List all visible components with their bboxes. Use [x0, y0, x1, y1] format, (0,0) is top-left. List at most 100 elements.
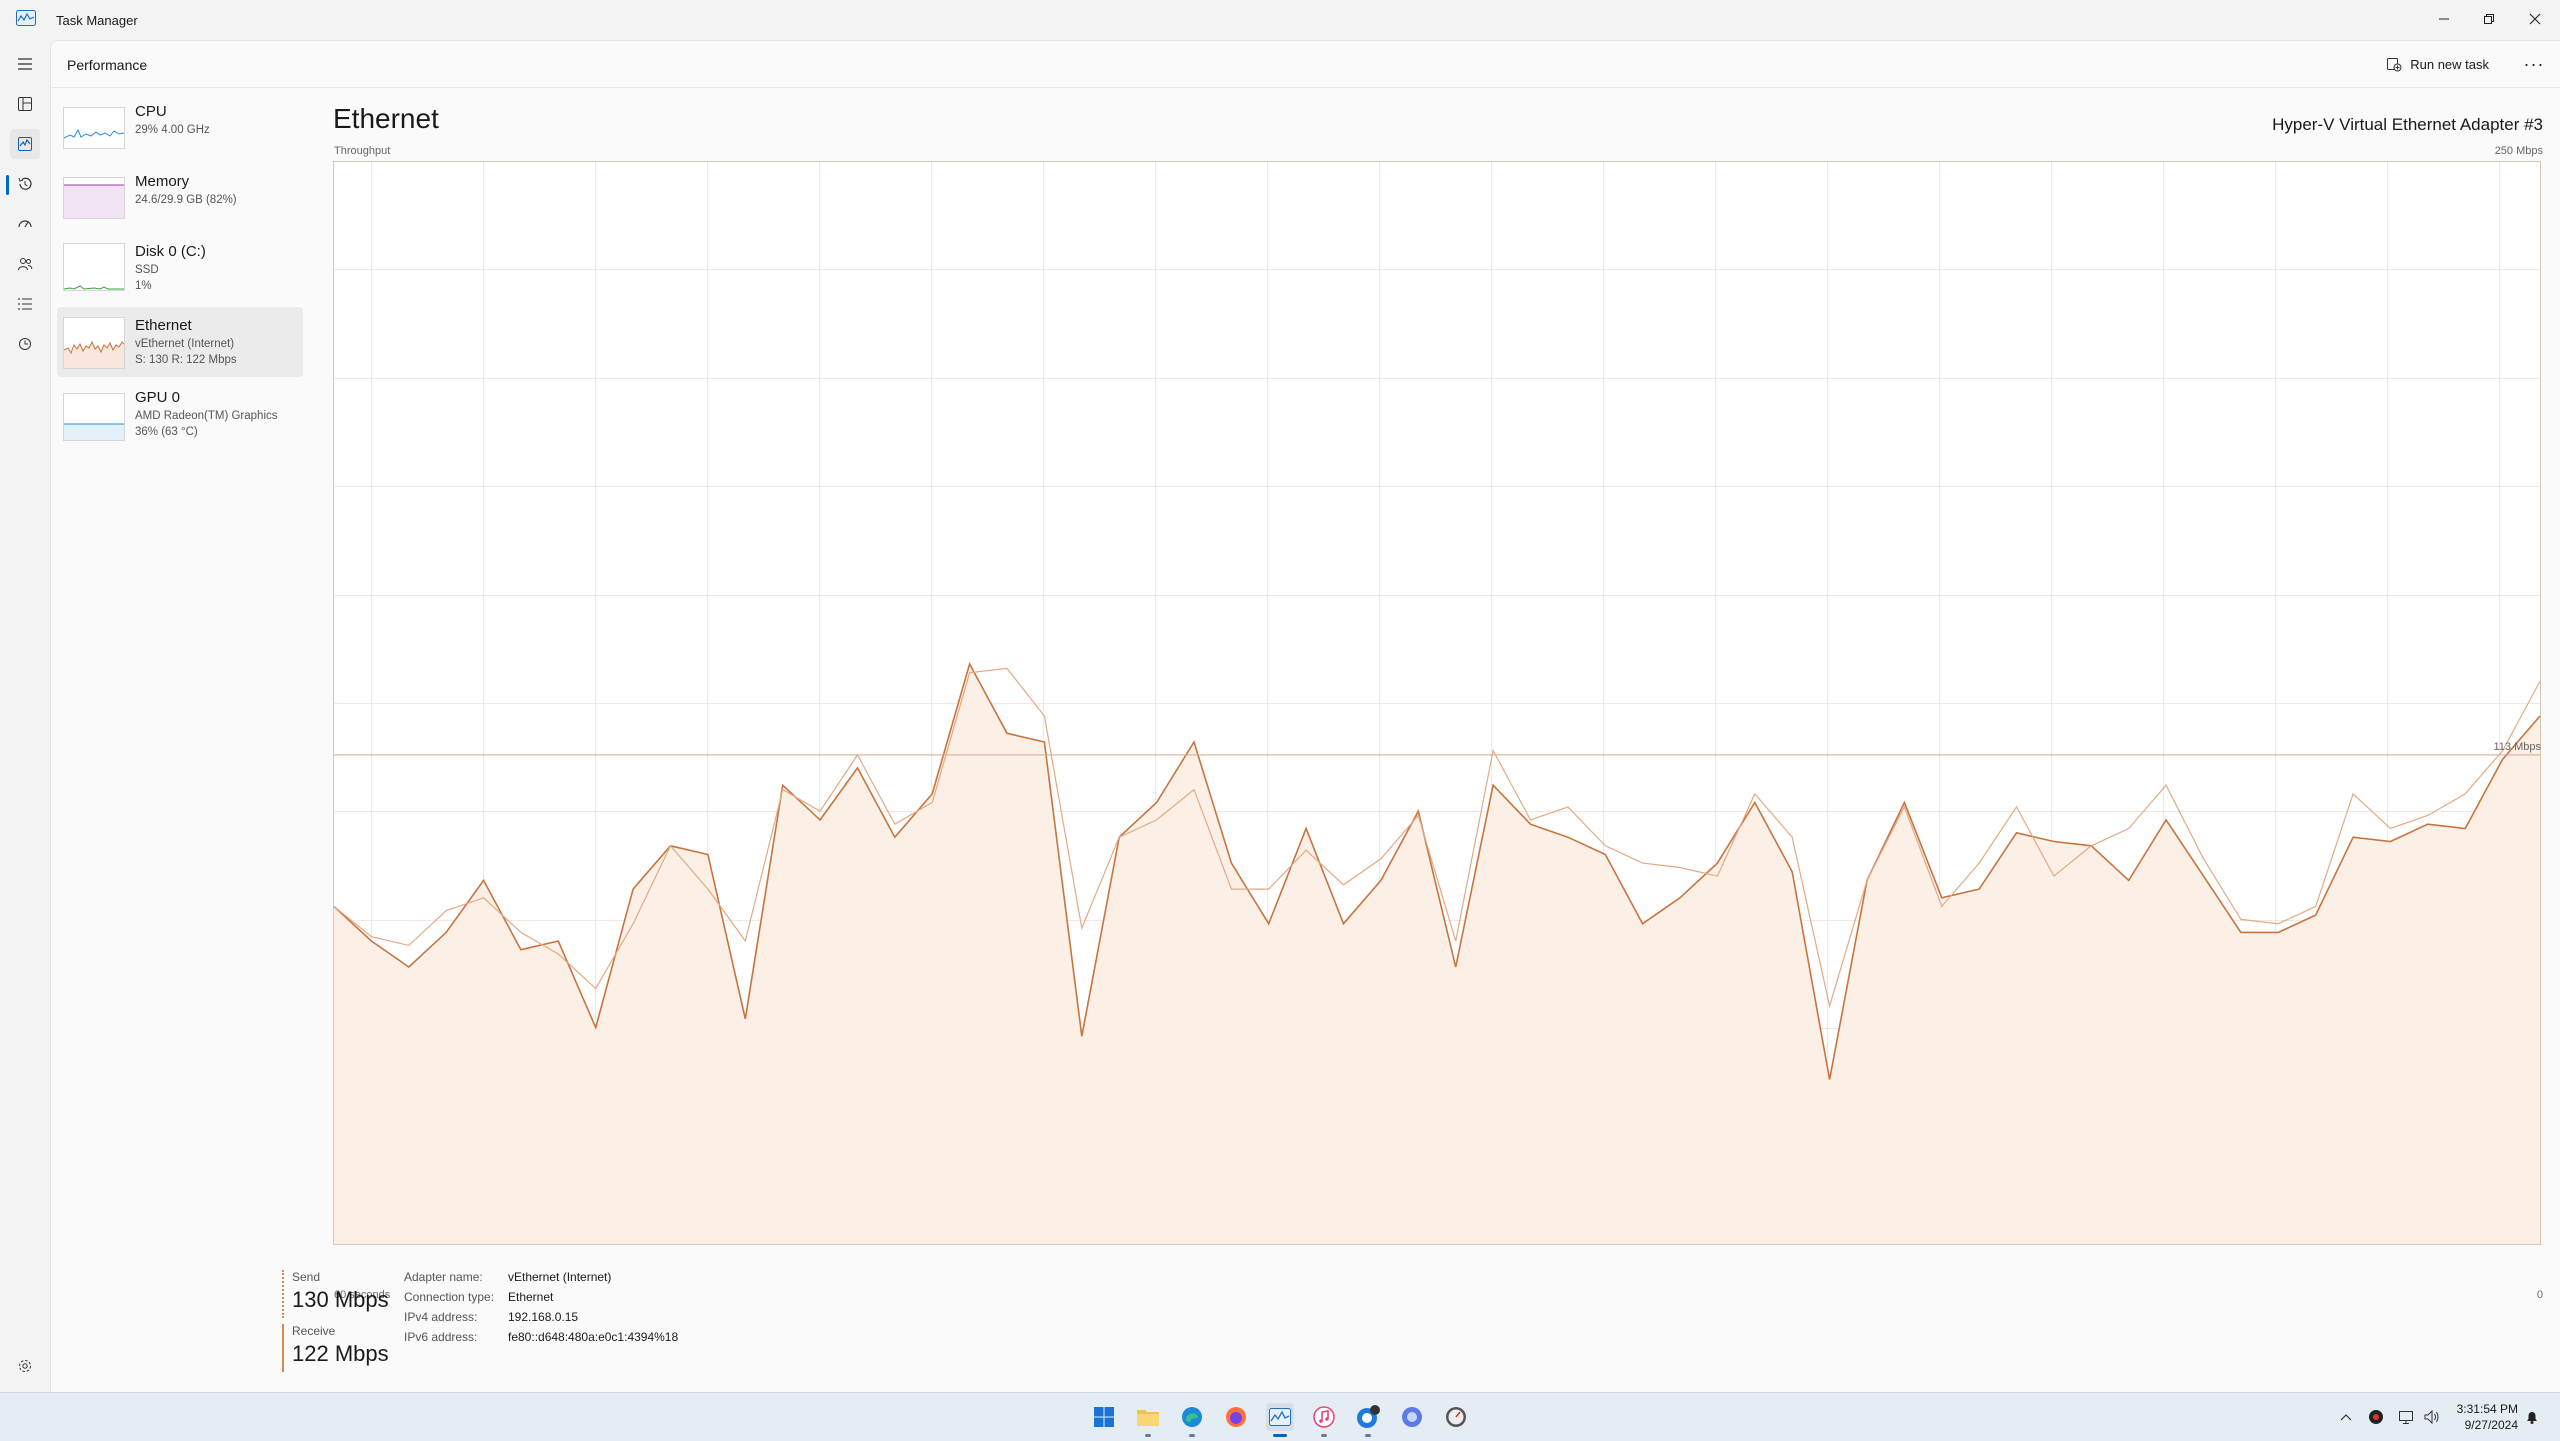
property-key: IPv4 address:: [404, 1310, 478, 1324]
chart-zero-label: 0: [2536, 1289, 2543, 1301]
property-value: Ethernet: [508, 1290, 554, 1304]
taskbar-clock[interactable]: 3:31:54 PM 9/27/2024: [2457, 1401, 2518, 1433]
more-options-button[interactable]: ···: [2517, 49, 2551, 79]
tray-app-icon: [2369, 1410, 2383, 1424]
resource-list: CPU 29% 4.00 GHz Memory 24.6/29.9 GB (82…: [51, 97, 307, 453]
nav-services[interactable]: [10, 329, 40, 359]
volume-button[interactable]: [2422, 1407, 2442, 1427]
reference-line-label: 113 Mbps: [2493, 740, 2542, 753]
navigation-rail: [0, 40, 50, 1392]
details-list-icon: [18, 298, 32, 310]
more-options-icon: ···: [2523, 53, 2545, 74]
resource-usage: 1%: [135, 280, 152, 292]
resource-detail: vEthernet (Internet): [135, 338, 235, 350]
taskbar-browser[interactable]: [1398, 1403, 1426, 1431]
title-bar: Task Manager: [0, 0, 2560, 40]
tray-app-button[interactable]: [2366, 1407, 2386, 1427]
page-header: Performance Run new task ···: [51, 41, 2560, 88]
notifications-button[interactable]: [2522, 1407, 2542, 1427]
resource-ethernet[interactable]: Ethernet vEthernet (Internet) S: 130 R: …: [57, 307, 303, 377]
run-new-task-button[interactable]: Run new task: [2378, 49, 2497, 79]
series-line: [333, 661, 2541, 1080]
send-label: Send: [292, 1270, 321, 1284]
restore-button[interactable]: [2469, 4, 2509, 34]
series-line: [333, 667, 2541, 1009]
memory-thumbnail-graph: [63, 177, 125, 219]
chart-time-label: 60 seconds: [334, 1289, 391, 1301]
nav-startup-apps[interactable]: [10, 209, 40, 239]
taskbar-chat-app[interactable]: [1354, 1403, 1382, 1437]
property-row: IPv6 address: fe80::d648:480a:e0c1:4394%1…: [404, 1330, 678, 1350]
resource-memory[interactable]: Memory 24.6/29.9 GB (82%): [57, 167, 303, 231]
taskbar-firefox[interactable]: [1222, 1403, 1250, 1431]
nav-performance[interactable]: [10, 129, 40, 159]
close-icon: [2529, 13, 2541, 25]
resource-name: GPU 0: [135, 389, 181, 406]
chevron-up-icon: [2340, 1414, 2352, 1421]
adapter-name: Hyper-V Virtual Ethernet Adapter #3: [2272, 115, 2543, 134]
running-indicator: [1145, 1434, 1151, 1437]
chart-max-label: 250 Mbps: [2494, 145, 2543, 157]
network-button[interactable]: [2396, 1407, 2416, 1427]
active-nav-indicator: [6, 175, 9, 195]
task-manager-icon: [1269, 1408, 1291, 1426]
firefox-icon: [1226, 1407, 1246, 1427]
chart-caption: Throughput: [334, 145, 391, 157]
nav-settings[interactable]: [10, 1351, 40, 1381]
run-new-task-label: Run new task: [2410, 56, 2489, 72]
nav-processes[interactable]: [10, 89, 40, 119]
startup-speedometer-icon: [18, 220, 32, 228]
resource-name: Memory: [135, 173, 190, 190]
users-icon: [18, 258, 33, 271]
clock-app-icon: [1446, 1407, 1466, 1427]
clock-date: 9/27/2024: [2464, 1418, 2518, 1432]
property-value: fe80::d648:480a:e0c1:4394%18: [508, 1330, 679, 1344]
show-hidden-icons-button[interactable]: [2336, 1407, 2356, 1427]
bell-icon: [2527, 1412, 2537, 1424]
minimize-button[interactable]: [2424, 4, 2464, 34]
resource-detail: 29% 4.00 GHz: [135, 124, 210, 136]
resource-name: CPU: [135, 103, 167, 120]
throughput-chart: [333, 161, 2541, 1245]
property-key: IPv6 address:: [404, 1330, 478, 1344]
hamburger-menu-button[interactable]: [10, 49, 40, 79]
run-task-icon: [2387, 58, 2402, 72]
task-manager-icon: [16, 10, 36, 26]
browser-icon: [1402, 1407, 1422, 1427]
resource-cpu[interactable]: CPU 29% 4.00 GHz: [57, 97, 303, 161]
running-indicator: [1321, 1434, 1327, 1437]
hamburger-icon: [18, 58, 32, 70]
resource-title: Ethernet: [333, 103, 439, 134]
gpu-sparkline: [64, 423, 124, 440]
taskbar-file-explorer[interactable]: [1134, 1403, 1162, 1437]
resource-gpu[interactable]: GPU 0 AMD Radeon(TM) Graphics 36% (63 °C…: [57, 383, 303, 447]
taskbar-task-manager[interactable]: [1266, 1403, 1294, 1437]
edge-icon: [1182, 1407, 1202, 1427]
taskbar-edge[interactable]: [1178, 1403, 1206, 1437]
running-indicator: [1365, 1434, 1371, 1437]
file-explorer-icon: [1137, 1410, 1159, 1426]
running-indicator: [1189, 1434, 1195, 1437]
property-row: IPv4 address: 192.168.0.15: [404, 1310, 678, 1330]
receive-value: 122 Mbps: [292, 1341, 389, 1366]
network-icon: [2399, 1411, 2413, 1424]
nav-details[interactable]: [10, 289, 40, 319]
property-value: vEthernet (Internet): [508, 1270, 612, 1284]
nav-users[interactable]: [10, 249, 40, 279]
send-stat: Send 130 Mbps: [282, 1270, 402, 1318]
receive-stat: Receive 122 Mbps: [282, 1324, 402, 1372]
chat-icon: [1357, 1405, 1380, 1428]
close-button[interactable]: [2515, 4, 2555, 34]
minimize-icon: [2439, 18, 2449, 20]
taskbar-clock-app[interactable]: [1442, 1403, 1470, 1431]
services-puzzle-icon: [19, 338, 31, 350]
memory-sparkline: [64, 184, 124, 218]
start-icon: [1094, 1407, 1114, 1427]
taskbar-itunes[interactable]: [1310, 1403, 1338, 1437]
nav-app-history[interactable]: [10, 169, 40, 199]
start-button[interactable]: [1090, 1403, 1118, 1431]
ethernet-thumbnail-graph: [63, 317, 125, 369]
itunes-icon: [1313, 1406, 1335, 1428]
disk-sparkline: [64, 285, 124, 290]
resource-disk[interactable]: Disk 0 (C:) SSD 1%: [57, 237, 303, 301]
